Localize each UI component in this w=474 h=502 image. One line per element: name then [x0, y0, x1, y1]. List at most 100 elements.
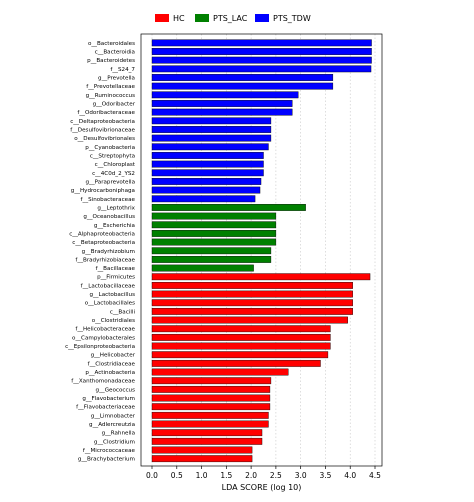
- bar-g-helicobacter: [151, 351, 329, 359]
- bar-c-bacteroidia: [151, 48, 372, 55]
- bar-g-bradyrhizobium: [151, 247, 272, 255]
- category-label: f__Clostridiaceae: [88, 361, 136, 367]
- category-label: g__Clostridium: [94, 439, 135, 445]
- category-label: o__Campylobacterales: [72, 335, 135, 341]
- category-label: f__Flavobacteriaceae: [76, 405, 135, 411]
- bar-g-leptothrix: [151, 204, 306, 211]
- category-label: g__Hydrocarboniphaga: [71, 188, 135, 194]
- category-label: f__Bacillaceae: [96, 266, 136, 272]
- bar-c-4c0d-2-ys2: [151, 169, 264, 177]
- category-label: g__Leptothrix: [97, 205, 135, 211]
- category-label: g__Rahnella: [102, 431, 135, 437]
- category-label: g__Lactobacillus: [89, 292, 135, 298]
- bar-p-actinobacteria: [151, 368, 289, 376]
- legend-label: PTS_TDW: [273, 14, 311, 23]
- category-label: c__Chloroplast: [95, 162, 136, 168]
- category-label: g__Limnobacter: [91, 413, 136, 419]
- x-tick-label: 0.5: [171, 471, 183, 480]
- legend-swatch: [155, 14, 169, 22]
- bar-c-bacilli: [151, 307, 353, 315]
- bar-g-lactobacillus: [151, 290, 353, 298]
- category-label: f__Helicobacteraceae: [75, 327, 135, 333]
- plot-frame: [140, 33, 383, 467]
- bar-f-bacillaceae: [151, 264, 254, 272]
- x-tick-label: 2.5: [270, 471, 282, 480]
- bar-g-prevotella: [151, 74, 334, 81]
- category-label: p__Cyanobacteria: [85, 145, 135, 151]
- bar-o-campylobacterales: [151, 333, 331, 341]
- bar-f-desulfovibrionaceae: [151, 126, 272, 133]
- bar-f-lactobacillaceae: [151, 281, 353, 289]
- category-label: f__Odoribacteraceae: [77, 110, 135, 116]
- category-label: g__Bradyrhizobium: [82, 249, 135, 255]
- bar-g-oceanobacillus: [151, 212, 277, 220]
- bar-g-brachybacterium: [151, 455, 253, 463]
- x-tick-label: 1.0: [196, 471, 208, 480]
- category-label: g__Geococcus: [96, 387, 136, 393]
- category-label: c__Deltaproteobacteria: [70, 119, 135, 125]
- bar-c-chloroplast: [151, 160, 264, 168]
- category-label: f__Desulfovibrionaceae: [70, 127, 135, 133]
- bar-c-streptophyta: [151, 152, 264, 159]
- category-label: g__Oceanobacillus: [83, 214, 135, 220]
- bar-f-prevotellaceae: [151, 82, 334, 90]
- x-tick-label: 4.5: [369, 471, 381, 480]
- category-label: c__Streptophyta: [90, 153, 135, 159]
- bar-g-limnobacter: [151, 411, 269, 419]
- category-label: o__Desulfovibrionales: [74, 136, 135, 142]
- x-tick-label: 3.5: [319, 471, 331, 480]
- bar-c-deltaproteobacteria: [151, 117, 272, 125]
- category-label: f__Sinobacteraceae: [81, 197, 136, 203]
- bar-g-paraprevotella: [151, 178, 262, 185]
- category-label: o__Clostridiales: [92, 318, 135, 324]
- bar-c-betaproteobacteria: [151, 238, 277, 246]
- bar-f-flavobacteriaceae: [151, 403, 271, 411]
- category-label: f__Prevotellaceae: [86, 84, 135, 90]
- bar-g-adlercreutzia: [151, 420, 269, 428]
- category-label: g__Prevotella: [98, 75, 135, 81]
- legend-label: PTS_LAC: [213, 14, 248, 23]
- legend-swatch: [255, 14, 269, 22]
- category-label: c__Epsilonproteobacteria: [65, 344, 135, 350]
- category-label: c__4C0d_2_YS2: [92, 171, 135, 177]
- bar-c-epsilonproteobacteria: [151, 342, 331, 350]
- category-label: o__Lactobacillales: [85, 301, 135, 307]
- category-labels: o__Bacteroidales c__Bacteroidia p__Bactero…: [65, 41, 136, 463]
- category-label: g__Helicobacter: [91, 353, 136, 359]
- x-axis-title: LDA SCORE (log 10): [222, 483, 302, 492]
- category-label: g__Ruminococcus: [86, 93, 135, 99]
- bar-g-escherichia: [151, 221, 277, 229]
- bar-p-firmicutes: [151, 273, 371, 281]
- bar-g-rahnella: [151, 429, 263, 437]
- legend-swatch: [195, 14, 209, 22]
- category-label: f__S24_7: [110, 67, 135, 73]
- x-tick-label: 2.0: [245, 471, 257, 480]
- bar-g-clostridium: [151, 437, 263, 445]
- category-label: f__Bradyrhizobiaceae: [75, 257, 135, 263]
- bar-o-desulfovibrionales: [151, 134, 272, 142]
- bar-g-odoribacter: [151, 100, 293, 107]
- bars-group: [151, 39, 372, 463]
- category-label: g__Adlercreutzia: [89, 422, 135, 428]
- bar-g-geococcus: [151, 385, 271, 393]
- category-label: p__Firmicutes: [97, 275, 135, 281]
- bar-o-clostridiales: [151, 316, 348, 324]
- bar-f-odoribacteraceae: [151, 108, 293, 116]
- x-tick-label: 1.5: [220, 471, 232, 480]
- category-label: c__Alphaproteobacteria: [69, 231, 135, 237]
- category-label: g__Flavobacterium: [82, 396, 135, 402]
- category-label: f__Micrococcaceae: [83, 448, 136, 454]
- category-label: g__Brachybacterium: [78, 457, 135, 463]
- legend-label: HC: [173, 14, 185, 23]
- category-label: g__Paraprevotella: [86, 179, 136, 185]
- category-label: f__Xanthomonadaceae: [71, 379, 135, 385]
- category-label: c__Bacilli: [110, 309, 136, 315]
- category-label: c__Bacteroidia: [95, 49, 135, 55]
- bar-f-sinobacteraceae: [151, 195, 256, 203]
- x-tick-label: 4.0: [344, 471, 356, 480]
- bar-p-bacteroidetes: [151, 56, 372, 64]
- legend: HC PTS_LAC PTS_TDW: [155, 14, 311, 23]
- bar-p-cyanobacteria: [151, 143, 269, 151]
- bar-c-alphaproteobacteria: [151, 230, 277, 237]
